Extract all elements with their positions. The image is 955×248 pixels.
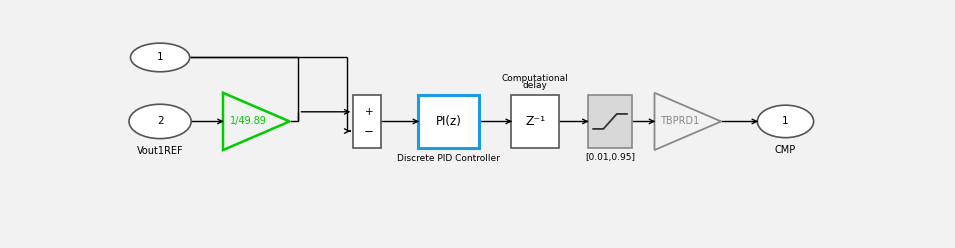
FancyBboxPatch shape (511, 95, 560, 148)
Ellipse shape (129, 104, 191, 139)
Text: TBPRD1: TBPRD1 (660, 116, 699, 126)
Text: 1: 1 (782, 116, 789, 126)
Text: CMP: CMP (775, 145, 796, 155)
Text: 1/49.89: 1/49.89 (229, 116, 266, 126)
Text: 1: 1 (157, 52, 163, 62)
Text: Discrete PID Controller: Discrete PID Controller (397, 154, 500, 163)
Text: −: − (364, 124, 373, 138)
FancyBboxPatch shape (418, 95, 479, 148)
Text: 2: 2 (157, 116, 163, 126)
FancyBboxPatch shape (588, 95, 632, 148)
Ellipse shape (757, 105, 814, 138)
Text: Z⁻¹: Z⁻¹ (525, 115, 545, 128)
Text: Vout1REF: Vout1REF (137, 146, 183, 156)
Text: delay: delay (523, 81, 548, 90)
Text: [0.01,0.95]: [0.01,0.95] (585, 153, 635, 162)
FancyBboxPatch shape (353, 95, 381, 148)
Ellipse shape (131, 43, 190, 72)
Text: Computational: Computational (502, 74, 568, 83)
Text: +: + (365, 107, 373, 117)
Text: PI(z): PI(z) (435, 115, 461, 128)
